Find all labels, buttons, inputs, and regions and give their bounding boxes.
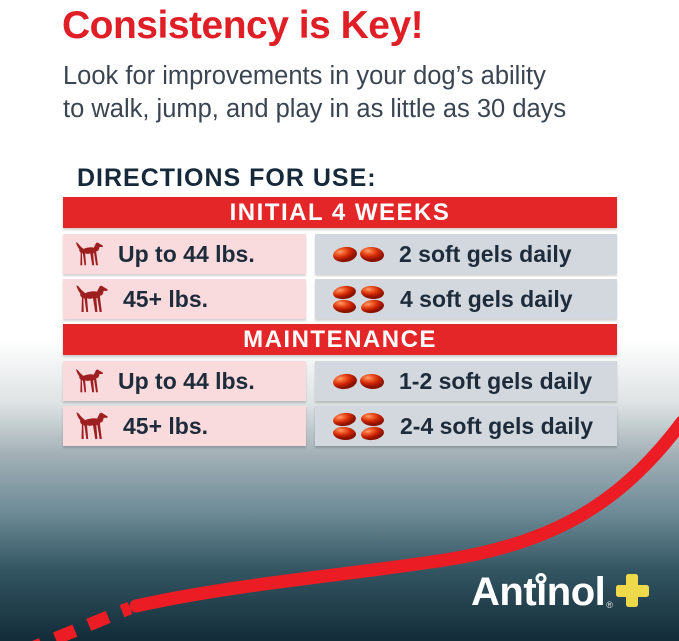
dose-label: 1-2 soft gels daily	[399, 367, 593, 394]
weight-label: Up to 44 lbs.	[118, 240, 255, 267]
dog-icon	[76, 285, 108, 312]
dose-cell: 4 soft gels daily	[315, 279, 617, 319]
softgel-icon	[332, 283, 386, 315]
table-row: 45+ lbs. 2-4 soft gels daily	[63, 406, 617, 446]
softgel-icon	[332, 410, 386, 442]
dog-icon	[75, 369, 104, 393]
dog-icon	[75, 242, 104, 266]
brand-logo: Antınol ®	[471, 572, 649, 612]
softgel-icon	[332, 244, 385, 264]
subtitle-line-2: to walk, jump, and play in as little as …	[63, 94, 567, 123]
dose-label: 2 soft gels daily	[399, 240, 572, 267]
logo-i-ring: ı	[536, 570, 547, 614]
page-subtitle: Look for improvements in your dog’s abil…	[63, 60, 566, 125]
section-banner-maintenance: MAINTENANCE	[63, 324, 617, 355]
weight-label: 45+ lbs.	[123, 412, 209, 439]
dog-icon	[76, 412, 108, 439]
table-row: Up to 44 lbs. 1-2 soft gels daily	[63, 361, 617, 401]
page-title: Consistency is Key!	[62, 4, 424, 47]
dose-label: 2-4 soft gels daily	[400, 412, 594, 439]
registered-mark: ®	[606, 600, 613, 610]
weight-cell: 45+ lbs.	[63, 279, 306, 319]
weight-label: 45+ lbs.	[123, 285, 209, 312]
dose-cell: 2-4 soft gels daily	[315, 406, 617, 446]
weight-cell: Up to 44 lbs.	[63, 234, 306, 274]
weight-label: Up to 44 lbs.	[118, 367, 255, 394]
dose-label: 4 soft gels daily	[400, 285, 573, 312]
section-banner-initial: INITIAL 4 WEEKS	[63, 197, 617, 228]
weight-cell: Up to 44 lbs.	[63, 361, 306, 401]
directions-heading: DIRECTIONS FOR USE:	[77, 164, 377, 192]
table-row: Up to 44 lbs. 2 soft gels daily	[63, 234, 617, 274]
softgel-icon	[332, 371, 385, 391]
dosage-table: INITIAL 4 WEEKS Up to 44 lbs. 2 soft gel…	[63, 197, 617, 451]
weight-cell: 45+ lbs.	[63, 406, 306, 446]
dose-cell: 2 soft gels daily	[315, 234, 617, 274]
table-row: 45+ lbs. 4 soft gels daily	[63, 279, 617, 319]
subtitle-line-1: Look for improvements in your dog’s abil…	[63, 62, 546, 90]
brand-wordmark: Antınol	[471, 570, 606, 614]
logo-plus-icon	[615, 574, 649, 607]
dose-cell: 1-2 soft gels daily	[315, 361, 617, 401]
